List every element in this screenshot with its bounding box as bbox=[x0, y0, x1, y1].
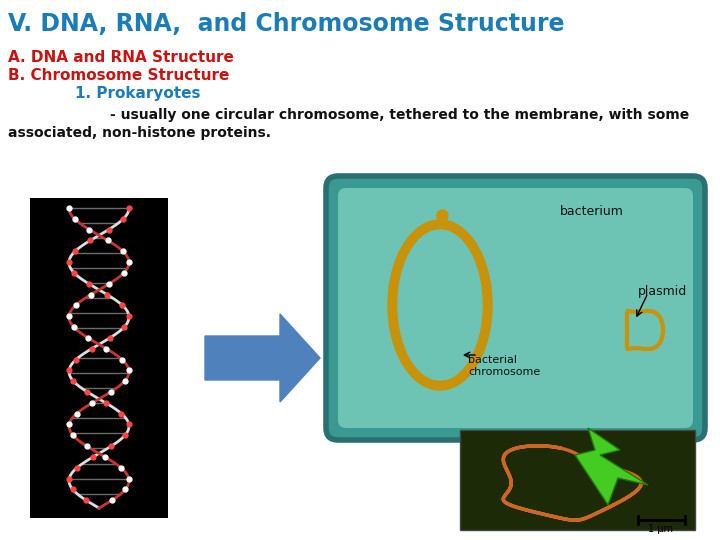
Polygon shape bbox=[388, 220, 492, 390]
Text: 1 µm: 1 µm bbox=[648, 524, 673, 534]
Polygon shape bbox=[575, 428, 648, 505]
Text: bacterium: bacterium bbox=[560, 205, 624, 218]
Text: V. DNA, RNA,  and Chromosome Structure: V. DNA, RNA, and Chromosome Structure bbox=[8, 12, 564, 36]
Polygon shape bbox=[398, 230, 482, 380]
FancyBboxPatch shape bbox=[30, 198, 168, 518]
Polygon shape bbox=[205, 314, 320, 402]
FancyBboxPatch shape bbox=[460, 430, 695, 530]
Text: associated, non-histone proteins.: associated, non-histone proteins. bbox=[8, 126, 271, 140]
Text: plasmid: plasmid bbox=[638, 285, 688, 298]
FancyBboxPatch shape bbox=[326, 176, 705, 440]
Text: - usually one circular chromosome, tethered to the membrane, with some: - usually one circular chromosome, tethe… bbox=[110, 108, 689, 122]
Text: bacterial
chromosome: bacterial chromosome bbox=[468, 355, 540, 376]
Text: B. Chromosome Structure: B. Chromosome Structure bbox=[8, 68, 230, 83]
Text: A. DNA and RNA Structure: A. DNA and RNA Structure bbox=[8, 50, 234, 65]
FancyBboxPatch shape bbox=[338, 188, 693, 428]
Text: 1. Prokaryotes: 1. Prokaryotes bbox=[75, 86, 200, 101]
